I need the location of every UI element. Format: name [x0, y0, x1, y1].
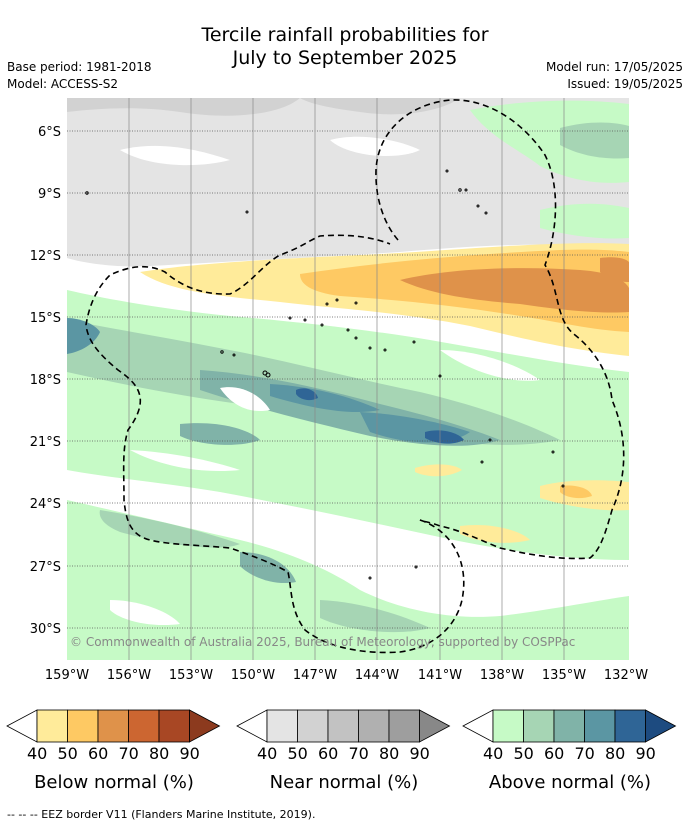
- colorbar-extend-high: [645, 709, 677, 743]
- lon-tick: 159°W: [45, 668, 89, 683]
- colorbar-extend-low: [236, 709, 268, 743]
- lat-tick: 30°S: [30, 622, 61, 637]
- colorbar-swatch: [388, 709, 420, 743]
- colorbar-swatch: [523, 709, 555, 743]
- lon-tick: 144°W: [355, 668, 399, 683]
- longitude-labels: 159°W 156°W 153°W 150°W 147°W 144°W 141°…: [45, 668, 648, 683]
- colorbar-extend-low: [6, 709, 38, 743]
- island-markers: [85, 169, 565, 580]
- colorbar-tick-label: 40: [257, 744, 278, 763]
- forecast-map: © Commonwealth of Australia 2025, Bureau…: [30, 98, 648, 683]
- colorbar-swatch: [358, 709, 390, 743]
- lon-tick: 150°W: [231, 668, 275, 683]
- colorbar-tick-label: 90: [179, 744, 200, 763]
- eez-border-note: -- -- -- EEZ border V11 (Flanders Marine…: [7, 808, 316, 821]
- lon-tick: 153°W: [169, 668, 213, 683]
- colorbar-swatch: [67, 709, 99, 743]
- copyright-text: © Commonwealth of Australia 2025, Bureau…: [70, 635, 575, 649]
- colorbar-tick-label: 80: [379, 744, 400, 763]
- legend-above-colorbar: [462, 709, 677, 743]
- model-name: Model: ACCESS-S2: [7, 77, 119, 91]
- legend-near-title: Near normal (%): [269, 772, 419, 793]
- colorbar-tick-label: 60: [544, 744, 565, 763]
- meta-left: Base period: 1981-2018 Model: ACCESS-S2: [7, 59, 152, 93]
- colorbar-tick-label: 70: [118, 744, 139, 763]
- colorbar-tick-label: 90: [409, 744, 430, 763]
- colorbar-swatch: [553, 709, 585, 743]
- title-line-1: Tercile rainfall probabilities for: [201, 24, 489, 46]
- legend-below-title: Below normal (%): [34, 772, 194, 793]
- colorbar-swatch: [327, 709, 359, 743]
- colorbar-tick-label: 60: [88, 744, 109, 763]
- colorbar-tick-label: 40: [27, 744, 48, 763]
- meridian-lines: [128, 98, 565, 660]
- colorbar-tick-label: 80: [149, 744, 170, 763]
- colorbar-extend-high: [419, 709, 451, 743]
- legend-near-colorbar: [236, 709, 451, 743]
- lon-tick: 132°W: [604, 668, 648, 683]
- title-line-2: July to September 2025: [232, 47, 458, 69]
- colorbar-tick-label: 90: [635, 744, 656, 763]
- colorbar-tick-label: 70: [348, 744, 369, 763]
- colorbar-tick-label: 50: [57, 744, 78, 763]
- colorbar-tick-label: 40: [483, 744, 504, 763]
- colorbar-swatch: [36, 709, 68, 743]
- colorbar-tick-label: 80: [605, 744, 626, 763]
- lat-tick: 6°S: [38, 125, 61, 140]
- map-title: Tercile rainfall probabilities for July …: [0, 24, 690, 70]
- colorbar-swatch: [97, 709, 129, 743]
- latitude-labels: 6°S 9°S 12°S 15°S 18°S 21°S 24°S 27°S 30…: [30, 125, 61, 637]
- colorbar-tick-label: 50: [513, 744, 534, 763]
- colorbar-swatch: [266, 709, 298, 743]
- colorbar-swatch: [614, 709, 646, 743]
- colorbar-extend-low: [462, 709, 494, 743]
- eez-borders: [85, 99, 625, 654]
- base-period: Base period: 1981-2018: [7, 60, 152, 74]
- legend-below-colorbar: [6, 709, 221, 743]
- lat-tick: 15°S: [30, 311, 61, 326]
- colorbar-tick-label: 60: [318, 744, 339, 763]
- colorbar-swatch: [584, 709, 616, 743]
- colorbar-tick-label: 70: [574, 744, 595, 763]
- lon-tick: 156°W: [107, 668, 151, 683]
- colorbar-swatch: [158, 709, 190, 743]
- lon-tick: 141°W: [418, 668, 462, 683]
- colorbar-extend-high: [189, 709, 221, 743]
- lat-tick: 9°S: [38, 187, 61, 202]
- lon-tick: 138°W: [480, 668, 524, 683]
- model-run: Model run: 17/05/2025: [545, 60, 683, 74]
- legend-above-title: Above normal (%): [488, 772, 652, 793]
- colorbar-swatch: [128, 709, 160, 743]
- colorbar-swatch: [297, 709, 329, 743]
- lat-tick: 21°S: [30, 435, 61, 450]
- colorbar-tick-label: 50: [287, 744, 308, 763]
- lon-tick: 147°W: [293, 668, 337, 683]
- lat-tick: 27°S: [30, 560, 61, 575]
- issued-date: Issued: 19/05/2025: [567, 77, 683, 91]
- grid-lines: [67, 130, 629, 629]
- colorbar-swatch: [492, 709, 524, 743]
- lon-tick: 135°W: [542, 668, 586, 683]
- lat-tick: 24°S: [30, 497, 61, 512]
- lat-tick: 18°S: [30, 373, 61, 388]
- meta-right: Model run: 17/05/2025 Issued: 19/05/2025: [546, 59, 683, 93]
- lat-tick: 12°S: [30, 249, 61, 264]
